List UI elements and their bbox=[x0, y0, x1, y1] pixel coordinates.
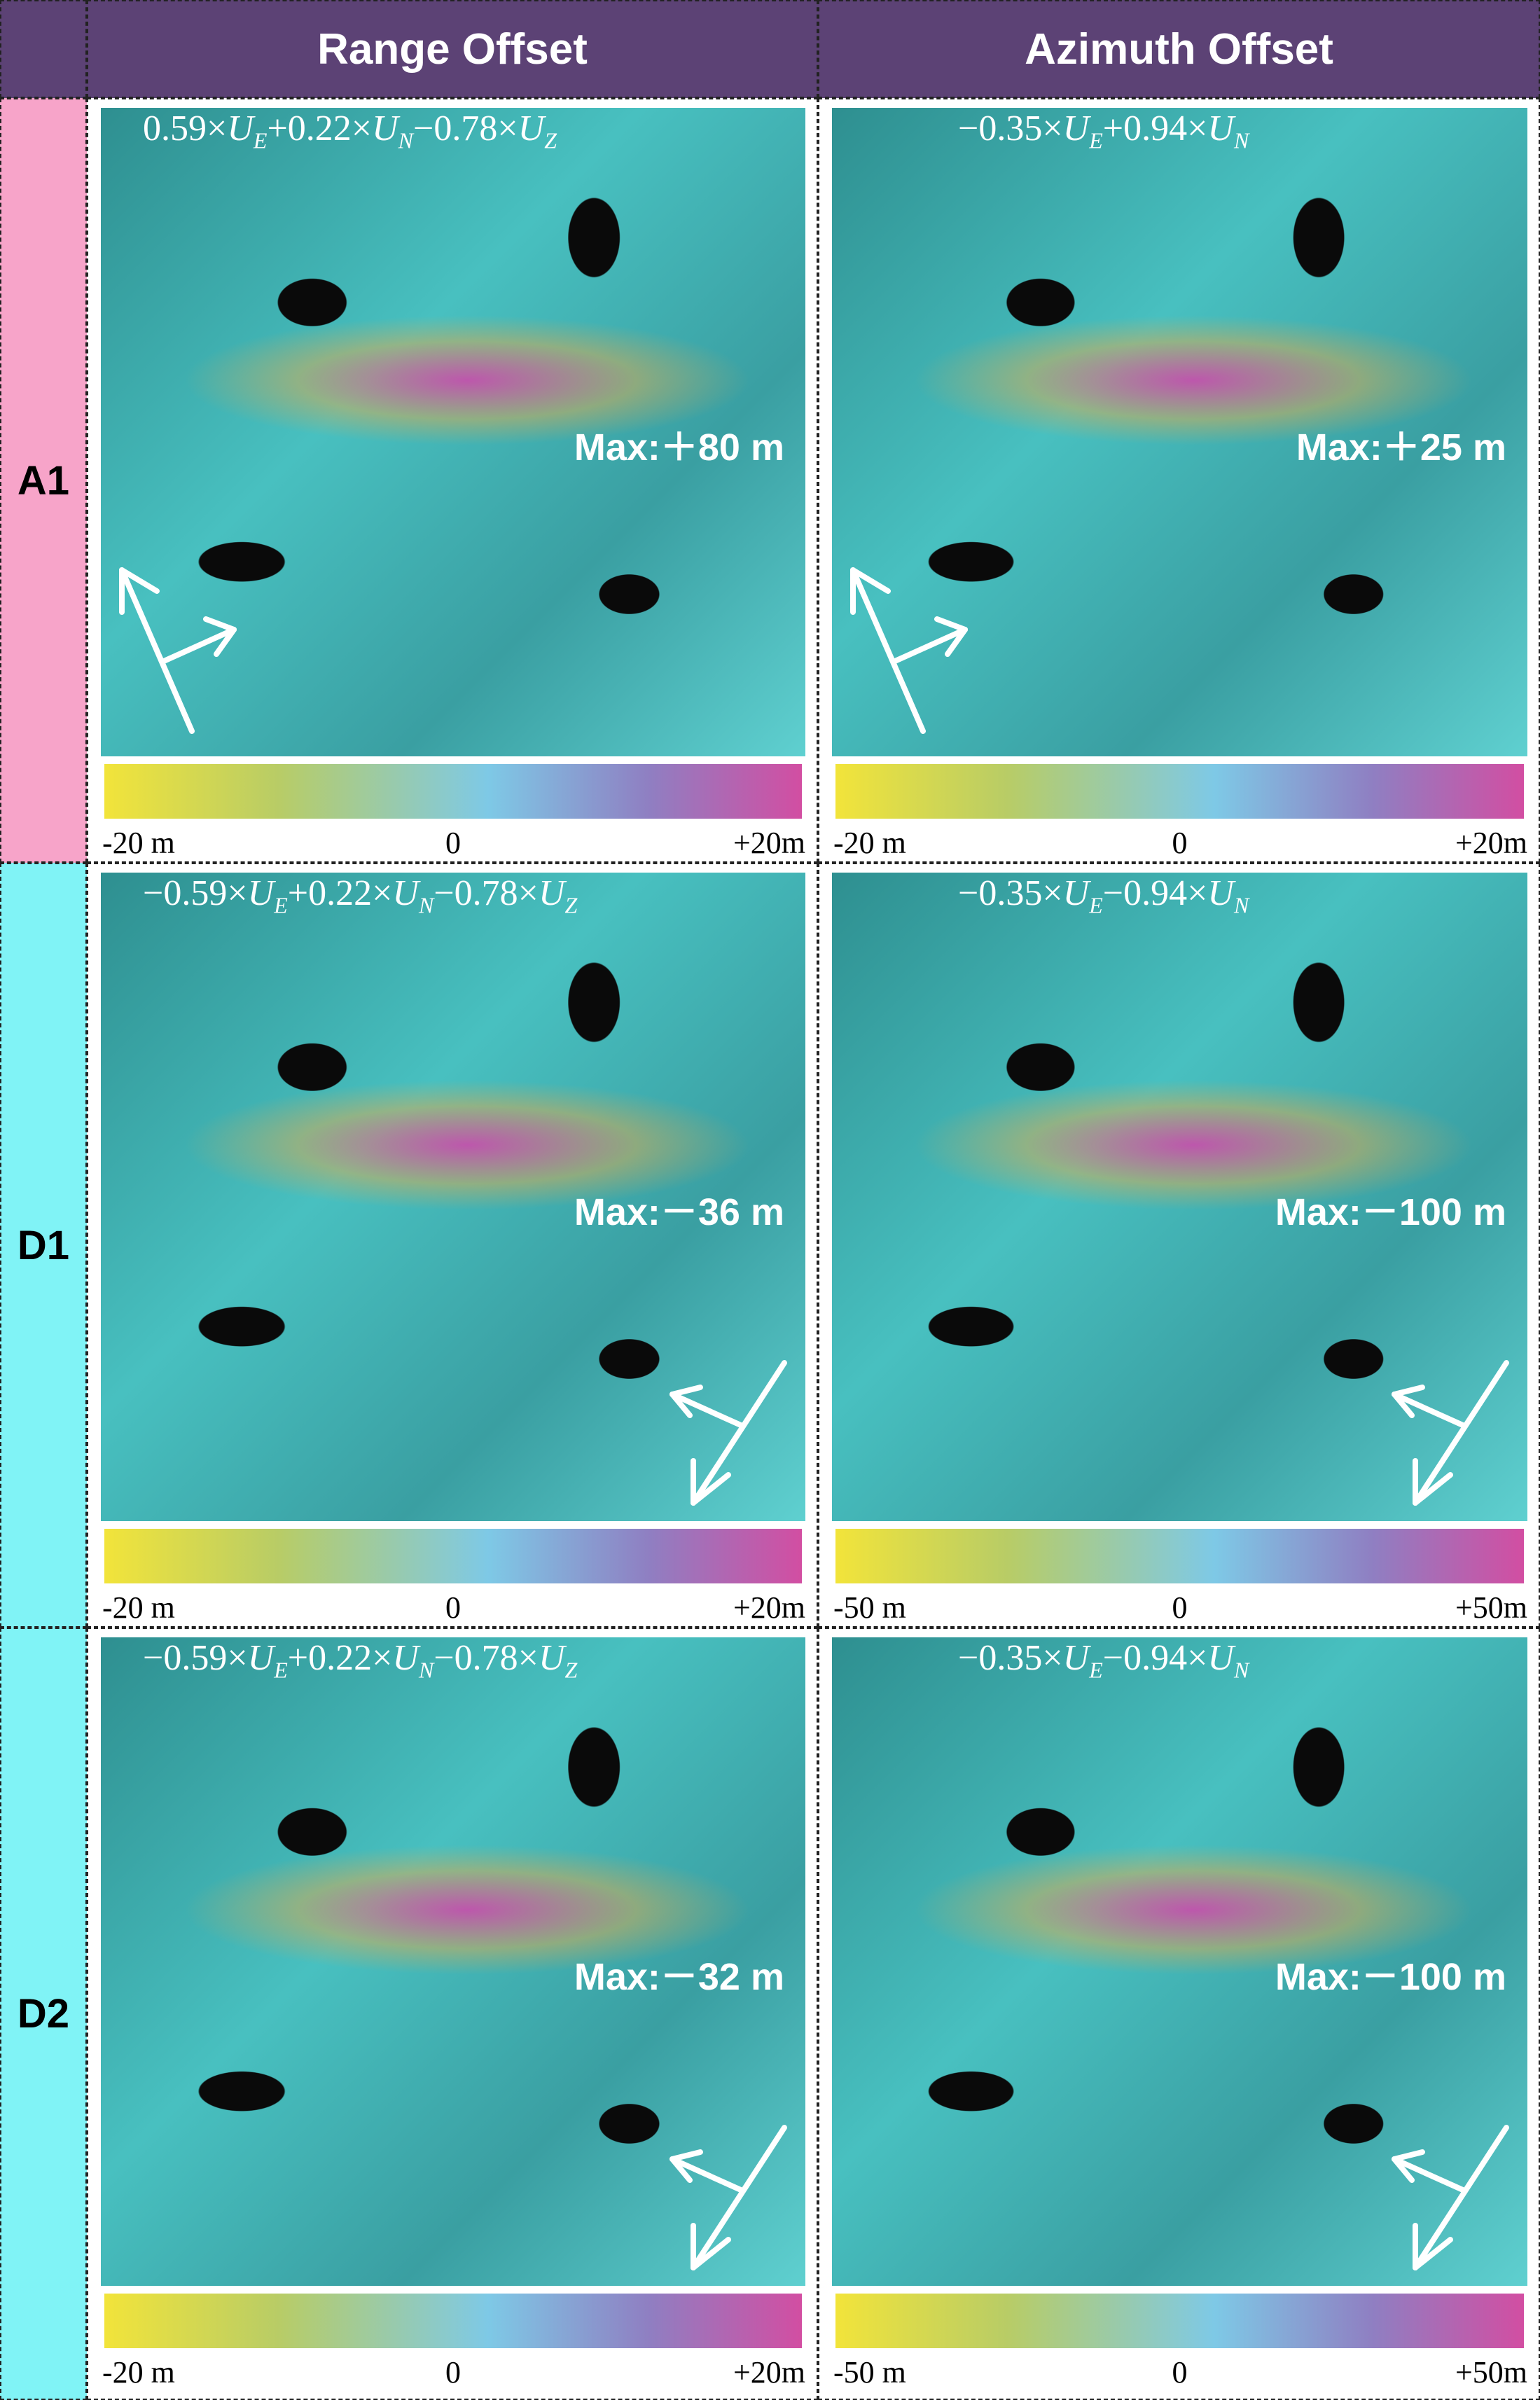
page: Range OffsetAzimuth Offset A10.59×UE+0.22… bbox=[0, 0, 1540, 2400]
colorbar-label-left: -20 m bbox=[833, 825, 906, 861]
direction-arrows bbox=[101, 873, 805, 1521]
direction-arrows bbox=[101, 1637, 805, 2286]
arrow-line bbox=[672, 1387, 700, 1394]
colorbar-label-right: +20m bbox=[733, 2354, 805, 2390]
column-header: Range Offset bbox=[87, 0, 818, 98]
offset-map: −0.35×UE−0.94×UNMax:－100 m bbox=[832, 1637, 1527, 2286]
colorbar-label-mid: 0 bbox=[1172, 825, 1188, 861]
colorbar-label-right: +20m bbox=[733, 825, 805, 861]
colorbar-label-right: +50m bbox=[1455, 1590, 1527, 1625]
direction-arrows bbox=[832, 1637, 1527, 2286]
colorbar bbox=[102, 2291, 804, 2350]
colorbar-label-left: -20 m bbox=[102, 2354, 175, 2390]
colorbar-label-mid: 0 bbox=[445, 2354, 461, 2390]
colorbar bbox=[102, 762, 804, 821]
arrow-line bbox=[693, 2128, 784, 2268]
colorbar bbox=[102, 1527, 804, 1586]
colorbar bbox=[833, 1527, 1526, 1586]
direction-arrows bbox=[101, 108, 805, 756]
header-corner bbox=[0, 0, 87, 98]
direction-arrows bbox=[832, 108, 1527, 756]
arrow-line bbox=[1394, 1387, 1422, 1394]
direction-arrows bbox=[832, 873, 1527, 1521]
arrow-line bbox=[937, 619, 965, 630]
offset-map: −0.35×UE−0.94×UNMax:－100 m bbox=[832, 873, 1527, 1521]
colorbar bbox=[833, 762, 1526, 821]
arrow-line bbox=[1415, 2128, 1506, 2268]
colorbar-label-left: -50 m bbox=[833, 2354, 906, 2390]
arrow-line bbox=[206, 619, 234, 630]
colorbar bbox=[833, 2291, 1526, 2350]
colorbar-label-right: +20m bbox=[1455, 825, 1527, 861]
arrow-line bbox=[1415, 1363, 1506, 1503]
column-header: Azimuth Offset bbox=[818, 0, 1540, 98]
row-label: D2 bbox=[0, 1628, 87, 2400]
colorbar-label-left: -20 m bbox=[102, 825, 175, 861]
colorbar-label-mid: 0 bbox=[445, 825, 461, 861]
colorbar-label-left: -50 m bbox=[833, 1590, 906, 1625]
colorbar-label-left: -20 m bbox=[102, 1590, 175, 1625]
colorbar-label-right: +50m bbox=[1455, 2354, 1527, 2390]
row-label: A1 bbox=[0, 98, 87, 863]
colorbar-label-mid: 0 bbox=[1172, 1590, 1188, 1625]
arrow-line bbox=[672, 2152, 700, 2159]
arrow-line bbox=[1394, 2152, 1422, 2159]
colorbar-label-right: +20m bbox=[733, 1590, 805, 1625]
colorbar-label-mid: 0 bbox=[445, 1590, 461, 1625]
row-label: D1 bbox=[0, 863, 87, 1628]
arrow-line bbox=[693, 1363, 784, 1503]
colorbar-label-mid: 0 bbox=[1172, 2354, 1188, 2390]
